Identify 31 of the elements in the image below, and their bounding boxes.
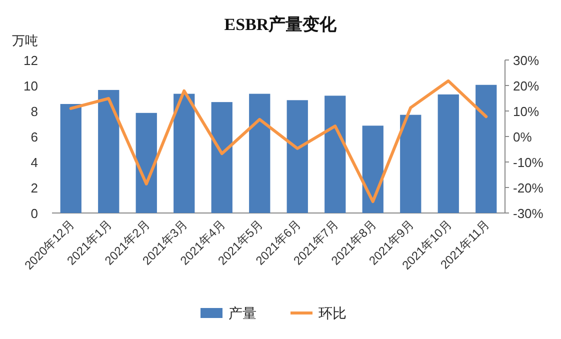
- y2-tick-label: -10%: [513, 155, 544, 170]
- y-tick-label: 6: [30, 130, 38, 144]
- y2-tick-label: -20%: [513, 180, 544, 196]
- bar: [476, 84, 497, 213]
- y-tick-label: 2: [30, 180, 38, 196]
- y2-tick-label: 0%: [513, 130, 532, 144]
- bar: [362, 126, 384, 213]
- chart-title: ESBR产量变化: [224, 15, 338, 34]
- bar: [438, 94, 459, 213]
- bar: [136, 112, 157, 213]
- y2-tick-label: 20%: [513, 78, 540, 94]
- bar: [286, 100, 308, 213]
- y2-tick-label: 30%: [513, 53, 540, 68]
- bar: [249, 94, 270, 213]
- bar: [400, 114, 422, 213]
- bar: [60, 104, 82, 213]
- line-series: [69, 79, 488, 204]
- bar: [211, 102, 232, 213]
- bar: [174, 94, 195, 213]
- bar: [324, 96, 346, 213]
- y-tick-label: 0: [30, 206, 38, 221]
- legend-label: 环比: [318, 305, 346, 321]
- y2-tick-label: -30%: [513, 206, 544, 221]
- bar: [98, 90, 120, 213]
- y-tick-label: 12: [24, 53, 38, 68]
- y-tick-label: 8: [30, 104, 38, 119]
- y-tick-label: 10: [24, 78, 38, 94]
- y2-tick-label: 10%: [513, 104, 540, 119]
- y-tick-label: 4: [30, 155, 38, 170]
- legend-label: 产量: [228, 305, 256, 321]
- y-axis-title: 万吨: [12, 33, 38, 48]
